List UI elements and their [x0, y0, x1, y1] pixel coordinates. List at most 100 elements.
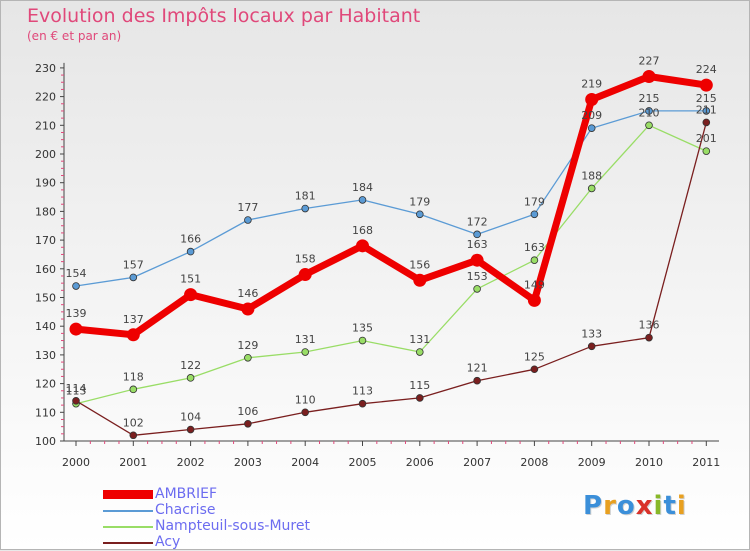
data-label-chacrise: 179	[524, 195, 545, 208]
data-label-nampteuil-sous-muret: 210	[639, 106, 660, 119]
data-label-acy: 133	[581, 327, 602, 340]
y-tick-label: 190	[35, 177, 56, 190]
data-point-acy	[415, 394, 424, 402]
data-point-acy	[358, 399, 367, 408]
data-label-ambrief: 158	[295, 253, 316, 266]
y-tick-label: 100	[35, 435, 56, 448]
legend-label-nampteuil-sous-muret: Nampteuil-sous-Muret	[155, 518, 310, 534]
y-tick-label: 220	[35, 91, 56, 104]
data-point-acy	[702, 118, 711, 127]
data-label-nampteuil-sous-muret: 135	[352, 322, 373, 335]
y-tick-label: 230	[35, 62, 56, 75]
x-tick-label: 2005	[349, 456, 377, 469]
x-tick-label: 2008	[520, 456, 548, 469]
data-label-ambrief: 146	[237, 287, 258, 300]
data-point-chacrise	[186, 247, 195, 256]
data-point-acy	[587, 342, 596, 351]
data-point-chacrise	[244, 216, 252, 224]
data-label-ambrief: 149	[524, 278, 545, 291]
data-label-chacrise: 177	[237, 201, 258, 214]
data-label-acy: 104	[180, 411, 201, 424]
data-point-chacrise	[358, 196, 367, 204]
data-point-acy	[301, 408, 310, 417]
data-label-acy: 115	[409, 379, 430, 392]
data-label-acy: 102	[123, 416, 144, 429]
data-label-chacrise: 209	[581, 109, 602, 122]
proxiti-logo: Proxiti	[583, 491, 687, 521]
data-label-chacrise: 157	[123, 258, 144, 271]
y-tick-label: 180	[35, 205, 56, 218]
y-tick-label: 110	[35, 406, 56, 419]
data-label-ambrief: 139	[66, 307, 87, 320]
data-point-chacrise	[702, 107, 711, 115]
data-point-nampteuil-sous-muret	[702, 147, 711, 155]
data-point-nampteuil-sous-muret	[186, 374, 195, 382]
x-tick-label: 2003	[234, 456, 262, 469]
data-label-nampteuil-sous-muret: 129	[237, 339, 258, 352]
data-label-acy: 125	[524, 350, 545, 363]
data-label-nampteuil-sous-muret: 131	[295, 333, 316, 346]
logo-letter: x	[635, 491, 654, 521]
data-point-ambrief	[69, 322, 83, 336]
legend-swatch-acy	[103, 542, 153, 544]
data-point-chacrise	[129, 273, 138, 282]
y-tick-label: 140	[35, 320, 56, 333]
series-points	[69, 70, 713, 440]
data-label-ambrief: 151	[180, 273, 201, 286]
x-tick-label: 2010	[635, 456, 663, 469]
logo-letter: i	[676, 491, 687, 521]
data-label-nampteuil-sous-muret: 201	[696, 132, 717, 145]
data-point-acy	[530, 365, 539, 374]
data-point-acy	[72, 397, 80, 405]
y-tick-label: 160	[35, 263, 56, 276]
data-label-chacrise: 215	[696, 92, 717, 105]
data-point-chacrise	[587, 124, 596, 132]
x-tick-label: 2007	[463, 456, 491, 469]
series-line-ambrief	[72, 73, 710, 339]
data-label-ambrief: 224	[696, 63, 717, 76]
data-label-ambrief: 168	[352, 224, 373, 237]
data-label-acy: 113	[352, 385, 373, 398]
data-label-chacrise: 154	[66, 267, 87, 280]
chart-subtitle: (en € et par an)	[27, 29, 122, 43]
data-point-acy	[645, 333, 653, 342]
data-point-chacrise	[301, 204, 310, 213]
data-point-nampteuil-sous-muret	[645, 121, 653, 130]
logo-letter: o	[616, 491, 636, 521]
data-label-chacrise: 215	[639, 92, 660, 105]
data-point-chacrise	[72, 282, 80, 290]
legend-swatch-chacrise	[103, 510, 153, 512]
legend-swatch-ambrief	[103, 490, 153, 499]
y-tick-label: 200	[35, 148, 56, 161]
y-tick-label: 170	[35, 234, 56, 247]
data-point-chacrise	[415, 210, 424, 219]
y-tick-label: 120	[35, 378, 56, 391]
y-tick-label: 210	[35, 119, 56, 132]
y-tick-label: 130	[35, 349, 56, 362]
data-label-nampteuil-sous-muret: 188	[581, 169, 602, 182]
x-tick-label: 2001	[119, 456, 147, 469]
series-line-nampteuil-sous-muret	[75, 124, 707, 405]
logo-letter: t	[663, 491, 677, 521]
data-point-nampteuil-sous-muret	[587, 184, 596, 193]
logo-letter: i	[653, 491, 664, 521]
data-label-nampteuil-sous-muret: 153	[467, 270, 488, 283]
data-label-acy: 121	[467, 362, 488, 375]
data-point-ambrief	[298, 268, 312, 282]
data-point-nampteuil-sous-muret	[244, 353, 252, 362]
data-point-chacrise	[530, 210, 539, 219]
data-label-chacrise: 166	[180, 233, 201, 246]
data-label-ambrief: 137	[123, 313, 144, 326]
data-point-ambrief	[356, 239, 369, 253]
data-label-nampteuil-sous-muret: 122	[180, 359, 201, 372]
series-line-acy	[75, 121, 707, 436]
data-label-ambrief: 219	[581, 77, 602, 90]
data-point-nampteuil-sous-muret	[358, 336, 367, 345]
axes: 100 110 120 130 140 150 160 170 180 190 200 210 220 2…	[35, 62, 720, 469]
data-label-chacrise: 181	[295, 190, 316, 203]
data-point-chacrise	[473, 230, 481, 239]
data-label-ambrief: 163	[467, 238, 488, 251]
data-label-nampteuil-sous-muret: 131	[409, 333, 430, 346]
